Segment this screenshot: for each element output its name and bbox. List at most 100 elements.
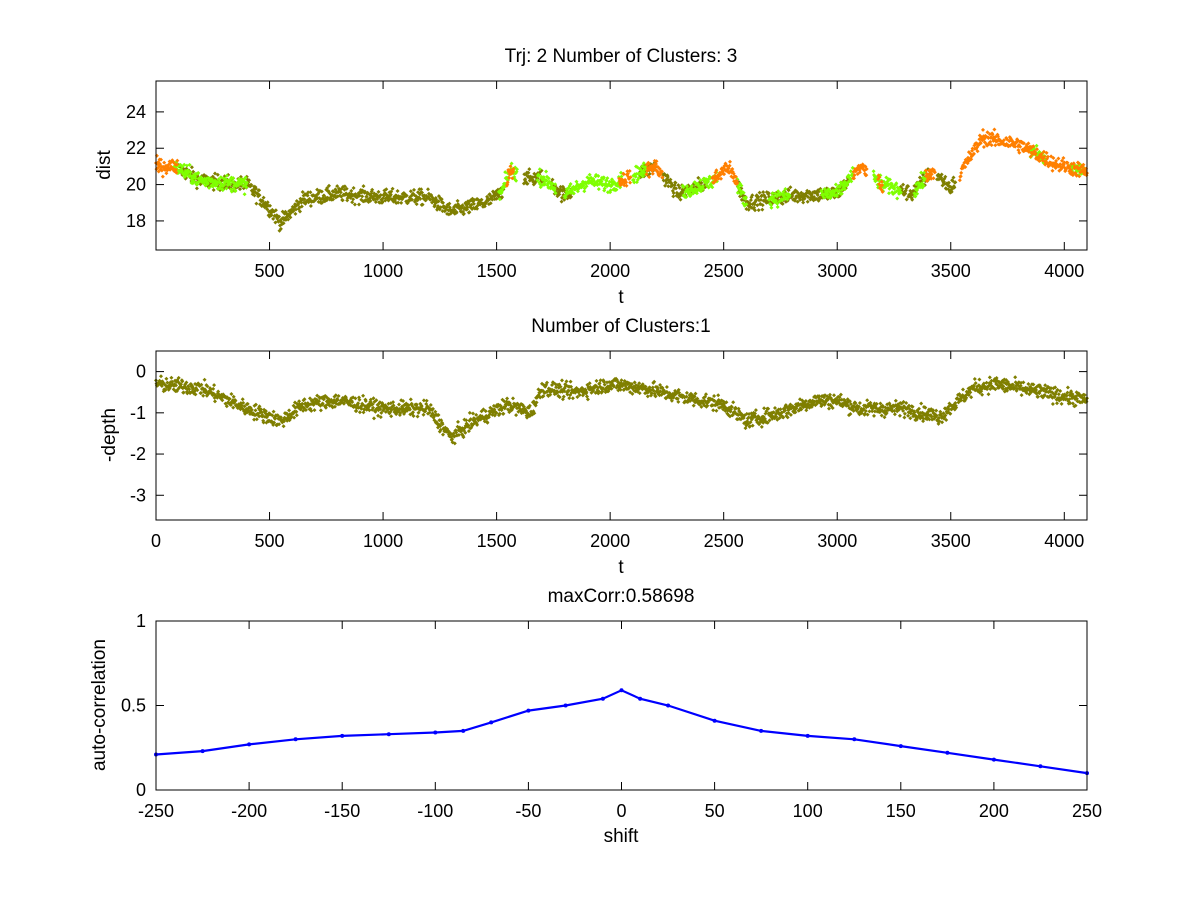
data-point <box>474 412 479 417</box>
data-point <box>763 195 768 200</box>
data-point <box>748 198 753 203</box>
data-point <box>447 201 452 206</box>
data-point <box>770 191 775 196</box>
data-point <box>1013 144 1018 149</box>
data-point <box>205 384 210 389</box>
data-point <box>932 170 937 175</box>
data-point <box>599 179 604 184</box>
data-point <box>647 175 652 179</box>
data-point <box>892 412 897 417</box>
data-point <box>204 389 208 394</box>
data-point <box>526 708 531 713</box>
series-markers <box>154 688 1089 776</box>
data-point <box>788 412 793 417</box>
data-point <box>410 197 415 202</box>
data-point <box>739 183 744 188</box>
data-point <box>535 178 540 183</box>
data-point <box>1031 144 1036 149</box>
data-point <box>969 395 974 400</box>
data-point <box>319 189 324 194</box>
series-cluster-olive <box>154 374 1089 446</box>
data-point <box>247 742 252 747</box>
data-point <box>939 172 944 177</box>
data-point <box>1033 151 1038 156</box>
y-tick-label: -3 <box>130 485 146 505</box>
data-point <box>569 384 574 389</box>
data-point <box>373 200 378 204</box>
x-tick-label: 250 <box>1072 801 1102 821</box>
data-point <box>568 379 573 384</box>
data-point <box>265 207 270 212</box>
data-point <box>872 413 876 418</box>
data-point <box>160 174 165 179</box>
data-point <box>780 201 785 206</box>
data-point <box>254 201 259 206</box>
data-point <box>901 182 906 187</box>
data-point <box>360 194 365 199</box>
data-point <box>541 394 546 399</box>
data-point <box>677 185 682 190</box>
data-point <box>441 432 445 437</box>
data-point <box>566 388 571 393</box>
data-point <box>698 178 703 183</box>
y-tick-label: 0 <box>136 780 146 800</box>
data-point <box>239 403 244 408</box>
data-point <box>614 187 619 192</box>
data-point <box>199 382 204 387</box>
data-point <box>640 174 645 179</box>
data-point <box>461 728 466 733</box>
data-point <box>565 392 570 397</box>
data-point <box>420 202 425 207</box>
data-point <box>952 185 957 190</box>
data-point <box>293 737 298 742</box>
data-point <box>879 179 884 184</box>
data-point <box>306 190 311 195</box>
data-point <box>746 415 751 420</box>
data-point <box>361 184 366 189</box>
data-point <box>471 411 475 416</box>
data-point <box>646 161 651 166</box>
data-point <box>415 414 420 419</box>
data-point <box>964 395 969 400</box>
data-point <box>510 176 515 181</box>
axes-frame <box>155 80 1088 251</box>
data-point <box>553 182 558 187</box>
data-point <box>203 183 208 188</box>
data-point <box>397 402 401 407</box>
data-point <box>610 177 614 182</box>
data-point <box>577 393 582 397</box>
data-point <box>456 419 460 424</box>
data-point <box>194 186 199 191</box>
data-point <box>728 159 732 164</box>
chart-title: maxCorr:0.58698 <box>548 586 695 607</box>
data-point <box>684 394 689 399</box>
data-point <box>927 417 932 422</box>
data-point <box>1035 147 1039 152</box>
data-point <box>798 197 802 202</box>
data-point <box>668 177 673 182</box>
data-point <box>364 194 369 199</box>
data-point <box>712 398 717 403</box>
x-tick-label: -250 <box>138 801 174 821</box>
data-point <box>743 195 748 200</box>
data-point <box>376 413 381 418</box>
data-point <box>253 402 258 407</box>
series-line <box>155 689 1088 775</box>
data-point <box>303 408 308 412</box>
data-point <box>1074 173 1079 178</box>
data-point <box>175 158 180 163</box>
data-point <box>596 187 601 192</box>
data-point <box>252 417 257 422</box>
data-point <box>870 409 875 414</box>
y-tick-label: -1 <box>130 403 146 423</box>
y-tick-label: 22 <box>126 138 146 158</box>
data-point <box>440 422 445 427</box>
data-point <box>554 385 559 390</box>
y-axis-label: dist <box>94 150 115 180</box>
data-point <box>971 151 976 156</box>
data-point <box>802 196 807 201</box>
data-point <box>910 197 915 202</box>
y-axis-label: -depth <box>99 408 120 462</box>
data-point <box>514 413 519 418</box>
